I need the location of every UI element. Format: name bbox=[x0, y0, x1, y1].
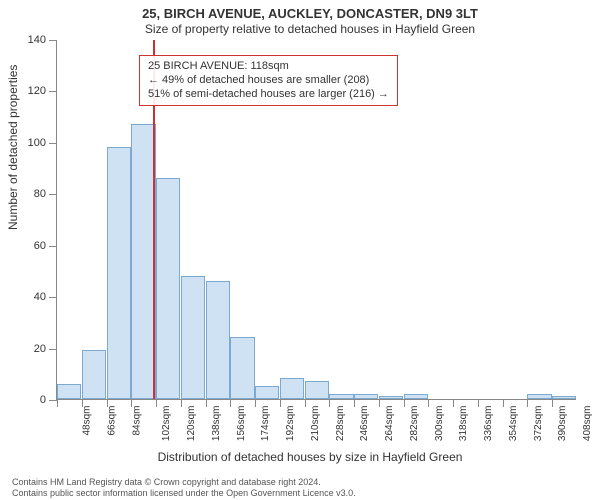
y-tick bbox=[49, 349, 57, 350]
x-tick bbox=[131, 399, 132, 407]
y-tick-label: 80 bbox=[16, 188, 46, 200]
y-tick-label: 40 bbox=[16, 291, 46, 303]
histogram-bar bbox=[230, 337, 254, 399]
y-tick-label: 0 bbox=[16, 394, 46, 406]
y-tick bbox=[49, 246, 57, 247]
histogram-bar bbox=[107, 147, 131, 399]
x-tick-label: 264sqm bbox=[384, 406, 395, 442]
credits-line: Contains public sector information licen… bbox=[12, 488, 356, 498]
x-tick bbox=[230, 399, 231, 407]
annotation-line: ← 49% of detached houses are smaller (20… bbox=[148, 74, 389, 88]
x-tick bbox=[478, 399, 479, 407]
x-tick-label: 102sqm bbox=[161, 406, 172, 442]
x-tick-label: 318sqm bbox=[459, 406, 470, 442]
x-tick bbox=[255, 399, 256, 407]
x-tick bbox=[552, 399, 553, 407]
x-tick-label: 390sqm bbox=[558, 406, 569, 442]
x-tick-label: 192sqm bbox=[285, 406, 296, 442]
plot-frame: 48sqm66sqm84sqm102sqm120sqm138sqm156sqm1… bbox=[56, 40, 576, 400]
histogram-bar bbox=[329, 394, 353, 399]
x-tick bbox=[82, 399, 83, 407]
x-tick-label: 246sqm bbox=[359, 406, 370, 442]
x-tick bbox=[156, 399, 157, 407]
y-tick bbox=[49, 400, 57, 401]
y-tick-label: 140 bbox=[16, 34, 46, 46]
x-tick-label: 48sqm bbox=[82, 406, 93, 436]
x-tick bbox=[428, 399, 429, 407]
x-tick-label: 210sqm bbox=[310, 406, 321, 442]
y-tick-label: 60 bbox=[16, 240, 46, 252]
y-tick bbox=[49, 194, 57, 195]
x-tick bbox=[280, 399, 281, 407]
histogram-bar bbox=[404, 394, 428, 399]
x-tick bbox=[503, 399, 504, 407]
x-tick bbox=[181, 399, 182, 407]
x-tick bbox=[57, 399, 58, 407]
histogram-bar bbox=[552, 396, 576, 399]
x-tick-label: 408sqm bbox=[582, 406, 593, 442]
x-tick-label: 138sqm bbox=[211, 406, 222, 442]
y-tick bbox=[49, 40, 57, 41]
chart-subtitle: Size of property relative to detached ho… bbox=[50, 22, 570, 36]
x-tick bbox=[404, 399, 405, 407]
histogram-bar bbox=[280, 378, 304, 399]
x-tick bbox=[453, 399, 454, 407]
histogram-bar bbox=[206, 281, 230, 399]
credits-line: Contains HM Land Registry data © Crown c… bbox=[12, 477, 356, 487]
y-tick-label: 120 bbox=[16, 85, 46, 97]
chart-title: 25, BIRCH AVENUE, AUCKLEY, DONCASTER, DN… bbox=[50, 6, 570, 21]
x-axis-label: Distribution of detached houses by size … bbox=[50, 450, 570, 464]
y-tick-label: 20 bbox=[16, 343, 46, 355]
x-tick bbox=[206, 399, 207, 407]
histogram-bar bbox=[354, 394, 378, 399]
x-tick-label: 336sqm bbox=[483, 406, 494, 442]
x-tick-label: 300sqm bbox=[434, 406, 445, 442]
annotation-box: 25 BIRCH AVENUE: 118sqm← 49% of detached… bbox=[139, 55, 398, 106]
x-tick-label: 174sqm bbox=[260, 406, 271, 442]
x-tick bbox=[527, 399, 528, 407]
x-tick bbox=[329, 399, 330, 407]
chart-root: 25, BIRCH AVENUE, AUCKLEY, DONCASTER, DN… bbox=[0, 0, 600, 500]
plot-area: 48sqm66sqm84sqm102sqm120sqm138sqm156sqm1… bbox=[56, 40, 576, 400]
x-tick-label: 84sqm bbox=[131, 406, 142, 436]
histogram-bar bbox=[82, 350, 106, 399]
credits-block: Contains HM Land Registry data © Crown c… bbox=[12, 477, 356, 498]
annotation-line: 51% of semi-detached houses are larger (… bbox=[148, 88, 389, 102]
histogram-bar bbox=[527, 394, 551, 399]
histogram-bar bbox=[156, 178, 180, 399]
x-tick-label: 228sqm bbox=[335, 406, 346, 442]
x-tick bbox=[379, 399, 380, 407]
y-tick bbox=[49, 143, 57, 144]
x-tick-label: 354sqm bbox=[508, 406, 519, 442]
x-tick-label: 372sqm bbox=[533, 406, 544, 442]
y-tick bbox=[49, 91, 57, 92]
x-tick bbox=[305, 399, 306, 407]
x-tick bbox=[354, 399, 355, 407]
y-tick-label: 100 bbox=[16, 137, 46, 149]
x-tick-label: 120sqm bbox=[186, 406, 197, 442]
histogram-bar bbox=[305, 381, 329, 399]
histogram-bar bbox=[255, 386, 279, 399]
histogram-bar bbox=[57, 384, 81, 399]
y-tick bbox=[49, 297, 57, 298]
histogram-bar bbox=[379, 396, 403, 399]
histogram-bar bbox=[181, 276, 205, 399]
x-tick-label: 156sqm bbox=[236, 406, 247, 442]
annotation-line: 25 BIRCH AVENUE: 118sqm bbox=[148, 60, 389, 74]
x-tick-label: 66sqm bbox=[106, 406, 117, 436]
x-tick bbox=[107, 399, 108, 407]
x-tick-label: 282sqm bbox=[409, 406, 420, 442]
histogram-bar bbox=[131, 124, 155, 399]
